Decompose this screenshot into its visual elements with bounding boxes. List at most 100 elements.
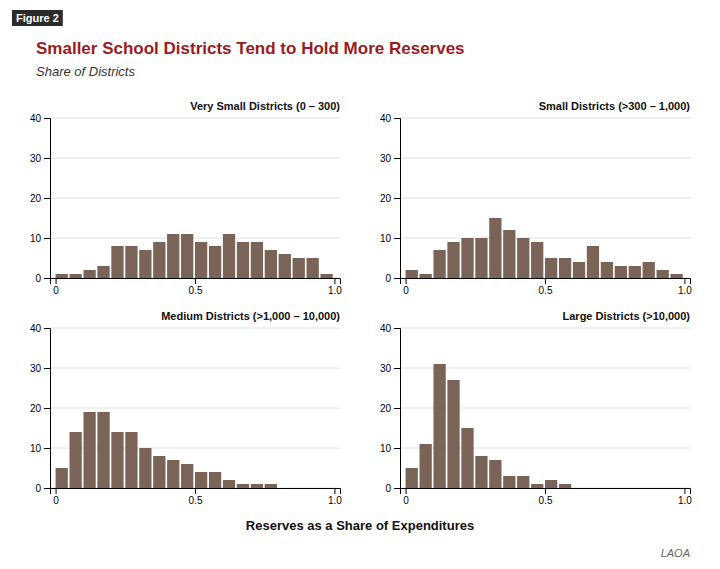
- grid-line: [50, 158, 340, 159]
- bar: [223, 480, 235, 488]
- y-axis: 010203040: [30, 323, 51, 494]
- bar: [531, 484, 543, 488]
- bar: [545, 258, 557, 278]
- bar: [559, 484, 571, 488]
- bar: [615, 488, 627, 489]
- y-tick: 0: [35, 273, 50, 284]
- panel-title: Large Districts (>10,000): [563, 310, 691, 322]
- y-tick-mark: [44, 158, 50, 159]
- bar: [489, 218, 501, 278]
- y-tick-mark: [394, 408, 400, 409]
- y-tick-label: 30: [380, 153, 392, 164]
- bar: [573, 262, 585, 278]
- grid-line: [50, 198, 340, 199]
- x-axis-line: [401, 489, 691, 495]
- y-tick: 0: [385, 483, 400, 494]
- bar: [461, 428, 473, 488]
- bar: [517, 238, 529, 278]
- bars: [56, 412, 277, 488]
- bar: [406, 270, 418, 278]
- y-tick: 30: [30, 363, 50, 374]
- bar: [195, 242, 207, 278]
- bar: [97, 266, 109, 278]
- y-tick: 40: [380, 323, 400, 334]
- y-tick-mark: [394, 448, 400, 449]
- bar: [209, 246, 221, 278]
- y-tick-mark: [394, 238, 400, 239]
- y-tick-mark: [394, 278, 400, 279]
- x-axis: 00.51.0: [51, 278, 343, 296]
- bar: [181, 234, 193, 278]
- title: Smaller School Districts Tend to Hold Mo…: [36, 39, 465, 58]
- bar: [320, 488, 332, 489]
- y-tick-label: 30: [30, 153, 42, 164]
- bars: [406, 364, 572, 488]
- bar: [195, 472, 207, 488]
- bar: [559, 258, 571, 278]
- y-tick-label: 0: [385, 273, 391, 284]
- x-tick-mark: [545, 488, 546, 494]
- y-tick: 0: [35, 483, 50, 494]
- y-tick-mark: [44, 238, 50, 239]
- x-tick-mark: [684, 278, 685, 284]
- bar: [251, 242, 263, 278]
- bar: [237, 484, 249, 488]
- bar: [629, 266, 641, 278]
- grid: [400, 328, 690, 488]
- x-tick: 0: [53, 278, 59, 296]
- grid: [50, 328, 340, 488]
- figure-label-bg: [12, 10, 63, 26]
- y-tick: 20: [380, 403, 400, 414]
- y-tick: 10: [30, 233, 50, 244]
- y-tick-label: 40: [30, 113, 42, 124]
- y-tick-mark: [394, 118, 400, 119]
- bar: [265, 250, 277, 278]
- y-axis: 010203040: [30, 113, 51, 284]
- bar: [223, 234, 235, 278]
- x-tick-mark: [684, 488, 685, 494]
- x-tick-mark: [195, 278, 196, 284]
- bar: [167, 460, 179, 488]
- bar: [56, 274, 68, 278]
- y-tick: 30: [380, 363, 400, 374]
- y-tick-label: 40: [380, 113, 392, 124]
- grid-line: [400, 118, 690, 119]
- bar: [83, 270, 95, 278]
- y-tick-label: 0: [35, 483, 41, 494]
- bar: [97, 412, 109, 488]
- x-tick: 0: [53, 488, 59, 506]
- y-axis-line: [44, 329, 51, 489]
- panel: 01020304000.51.0Small Districts (>300 – …: [380, 100, 692, 296]
- y-tick-mark: [44, 448, 50, 449]
- bar: [433, 364, 445, 488]
- y-tick-mark: [44, 368, 50, 369]
- grid-line: [50, 368, 340, 369]
- y-tick-label: 0: [385, 483, 391, 494]
- x-tick: 1.0: [328, 488, 342, 506]
- y-tick-mark: [394, 328, 400, 329]
- y-tick-label: 30: [30, 363, 42, 374]
- y-tick-mark: [44, 408, 50, 409]
- x-tick-mark: [406, 278, 407, 284]
- y-tick-mark: [394, 158, 400, 159]
- x-tick-label: 0.5: [539, 285, 553, 296]
- y-tick-label: 10: [380, 443, 392, 454]
- bar: [420, 274, 432, 278]
- bars: [56, 234, 333, 278]
- bar: [125, 432, 137, 488]
- x-tick: 1.0: [678, 488, 692, 506]
- bar: [573, 488, 585, 489]
- bar: [643, 488, 655, 489]
- bar: [320, 274, 332, 278]
- bar: [153, 242, 165, 278]
- y-tick: 20: [30, 403, 50, 414]
- x-tick-mark: [406, 488, 407, 494]
- bar: [307, 258, 319, 278]
- y-axis-line: [394, 119, 401, 279]
- y-axis-line: [394, 329, 401, 489]
- x-axis: 00.51.0: [401, 488, 693, 506]
- y-tick-mark: [44, 198, 50, 199]
- bar: [615, 266, 627, 278]
- bar: [139, 250, 151, 278]
- x-tick: 0.5: [539, 488, 553, 506]
